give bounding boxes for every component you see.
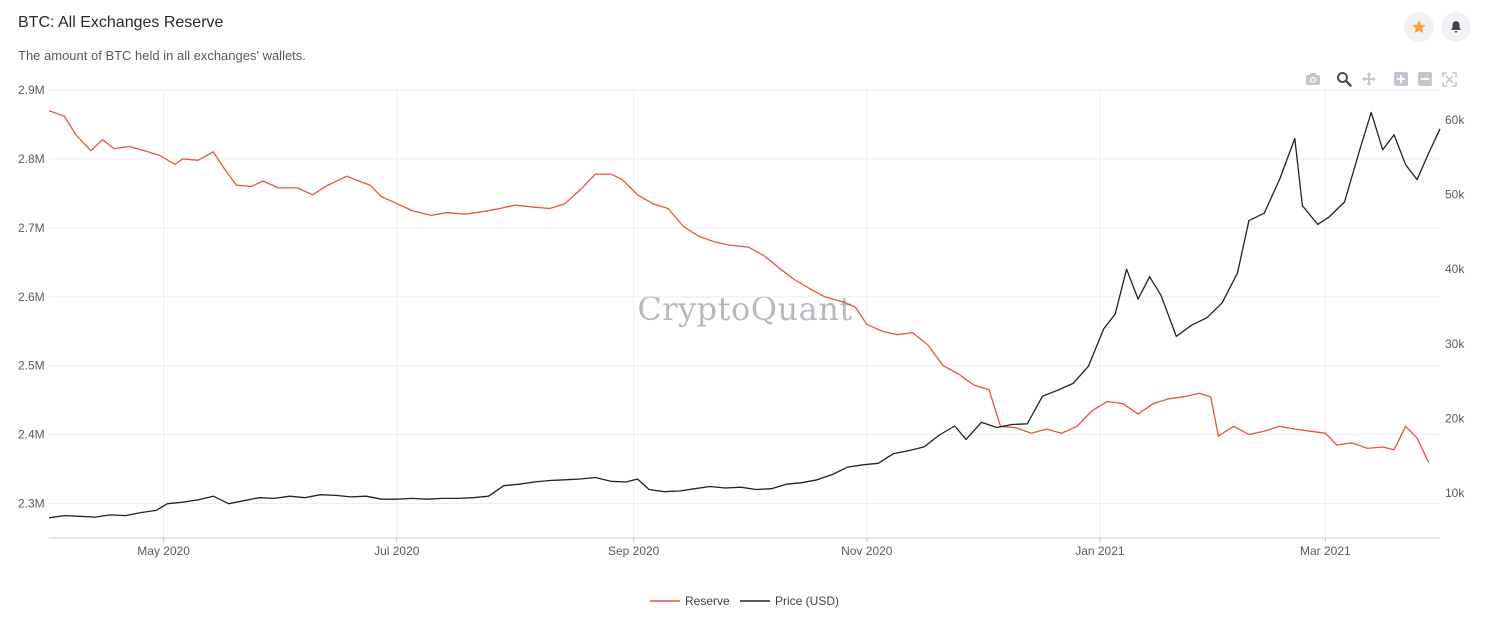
x-tick-label: May 2020 (137, 544, 190, 558)
chart-subtitle: The amount of BTC held in all exchanges'… (18, 48, 306, 63)
x-tick-label: Nov 2020 (841, 544, 893, 558)
x-tick-label: Sep 2020 (608, 544, 660, 558)
legend-price-label: Price (USD) (775, 594, 839, 608)
y-left-tick-label: 2.7M (18, 221, 45, 235)
autoscale-icon[interactable] (1440, 70, 1458, 88)
zoom-icon[interactable] (1335, 70, 1353, 88)
camera-icon[interactable] (1304, 70, 1322, 88)
pan-icon[interactable] (1360, 70, 1378, 88)
bell-icon (1451, 21, 1461, 33)
x-tick-label: Jan 2021 (1075, 544, 1125, 558)
price-line (48, 111, 1441, 519)
y-right-tick-label: 20k (1445, 412, 1465, 426)
y-axis-left: 2.3M 2.4M 2.5M 2.6M 2.7M 2.8M 2.9M (18, 83, 45, 511)
zoom-out-icon[interactable] (1416, 70, 1434, 88)
chart-title: BTC: All Exchanges Reserve (18, 14, 224, 31)
zoom-in-icon[interactable] (1392, 70, 1410, 88)
series-lines (48, 110, 1441, 519)
alert-button[interactable] (1441, 12, 1471, 42)
x-axis: May 2020 Jul 2020 Sep 2020 Nov 2020 Jan 2021… (49, 537, 1440, 558)
y-left-tick-label: 2.8M (18, 152, 45, 166)
y-left-tick-label: 2.6M (18, 290, 45, 304)
favorite-button[interactable] (1404, 12, 1434, 42)
y-left-tick-label: 2.4M (18, 428, 45, 442)
y-left-tick-label: 2.9M (18, 83, 45, 97)
grid-lines (49, 89, 1440, 538)
y-left-tick-label: 2.5M (18, 359, 45, 373)
legend: Reserve Price (USD) (650, 594, 839, 608)
star-icon (1412, 20, 1426, 34)
y-left-tick-label: 2.3M (18, 497, 45, 511)
y-right-tick-label: 40k (1445, 262, 1465, 276)
x-tick-label: Mar 2021 (1300, 544, 1351, 558)
y-right-tick-label: 50k (1445, 188, 1465, 202)
reserve-line (48, 110, 1430, 463)
y-right-tick-label: 10k (1445, 486, 1465, 500)
legend-reserve-label: Reserve (685, 594, 730, 608)
x-tick-label: Jul 2020 (374, 544, 420, 558)
y-axis-right: 10k 20k 30k 40k 50k 60k (1445, 113, 1465, 500)
y-right-tick-label: 30k (1445, 337, 1465, 351)
y-right-tick-label: 60k (1445, 113, 1465, 127)
